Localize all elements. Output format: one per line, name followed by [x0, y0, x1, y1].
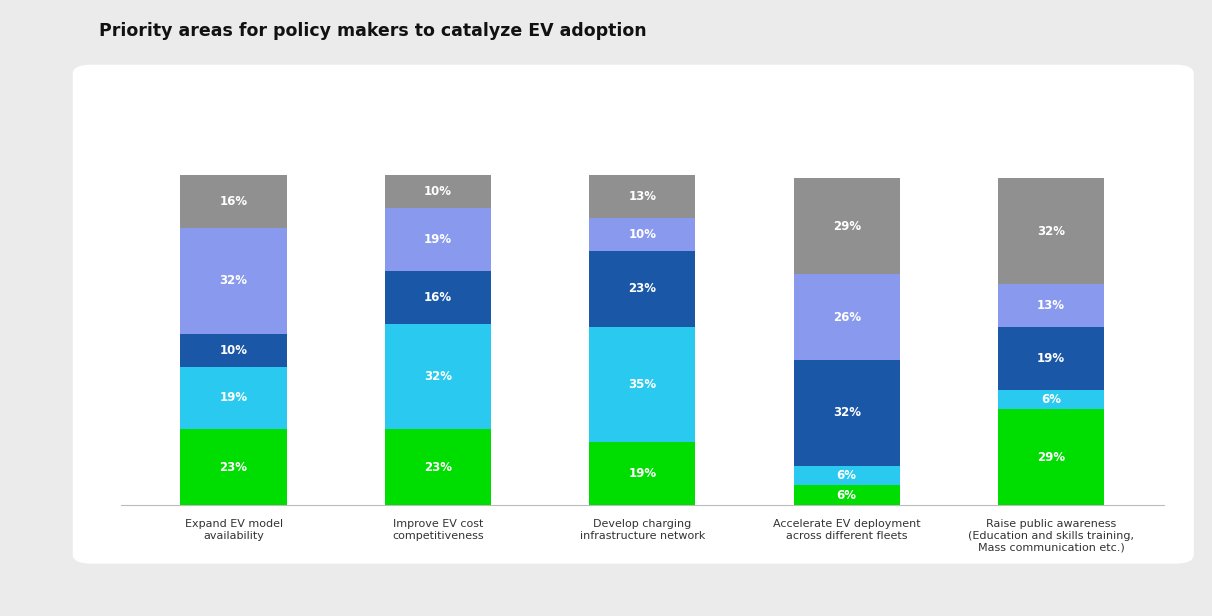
Bar [181, 175, 287, 228]
Bar [997, 327, 1104, 390]
Bar [997, 410, 1104, 505]
Text: 6%: 6% [836, 488, 857, 501]
Text: 29%: 29% [833, 220, 861, 233]
Bar [385, 429, 491, 505]
Text: Priority areas for policy makers to catalyze EV adoption: Priority areas for policy makers to cata… [99, 22, 647, 39]
Text: 10%: 10% [219, 344, 247, 357]
Bar [385, 323, 491, 429]
Bar [794, 485, 899, 505]
Text: 23%: 23% [628, 283, 657, 296]
Bar [385, 271, 491, 323]
Bar [794, 466, 899, 485]
Text: 35%: 35% [628, 378, 657, 391]
Bar [181, 367, 287, 429]
Text: 6%: 6% [836, 469, 857, 482]
Text: 16%: 16% [219, 195, 247, 208]
Text: 16%: 16% [424, 291, 452, 304]
Bar [794, 360, 899, 466]
Bar [589, 327, 696, 442]
Text: 19%: 19% [628, 468, 657, 480]
Text: 26%: 26% [833, 310, 861, 323]
Bar [997, 179, 1104, 284]
Bar [589, 442, 696, 505]
Text: 32%: 32% [1037, 225, 1065, 238]
Text: 32%: 32% [219, 274, 247, 287]
Bar [997, 284, 1104, 327]
Bar [794, 179, 899, 274]
Text: 32%: 32% [424, 370, 452, 383]
Bar [181, 429, 287, 505]
Text: 6%: 6% [1041, 393, 1062, 406]
Text: 10%: 10% [628, 228, 657, 241]
Bar [997, 390, 1104, 410]
Bar [589, 218, 696, 251]
Bar [589, 175, 696, 218]
Text: 23%: 23% [424, 461, 452, 474]
Text: 32%: 32% [833, 406, 861, 419]
Text: 29%: 29% [1037, 451, 1065, 464]
Text: 19%: 19% [424, 233, 452, 246]
Bar [181, 228, 287, 333]
Text: 13%: 13% [628, 190, 657, 203]
Text: 23%: 23% [219, 461, 247, 474]
Text: 19%: 19% [1037, 352, 1065, 365]
Bar [385, 208, 491, 271]
Text: 13%: 13% [1037, 299, 1065, 312]
Text: 10%: 10% [424, 185, 452, 198]
Bar [181, 333, 287, 367]
Bar [385, 175, 491, 208]
Bar [589, 251, 696, 327]
Text: 19%: 19% [219, 391, 247, 404]
Bar [794, 274, 899, 360]
